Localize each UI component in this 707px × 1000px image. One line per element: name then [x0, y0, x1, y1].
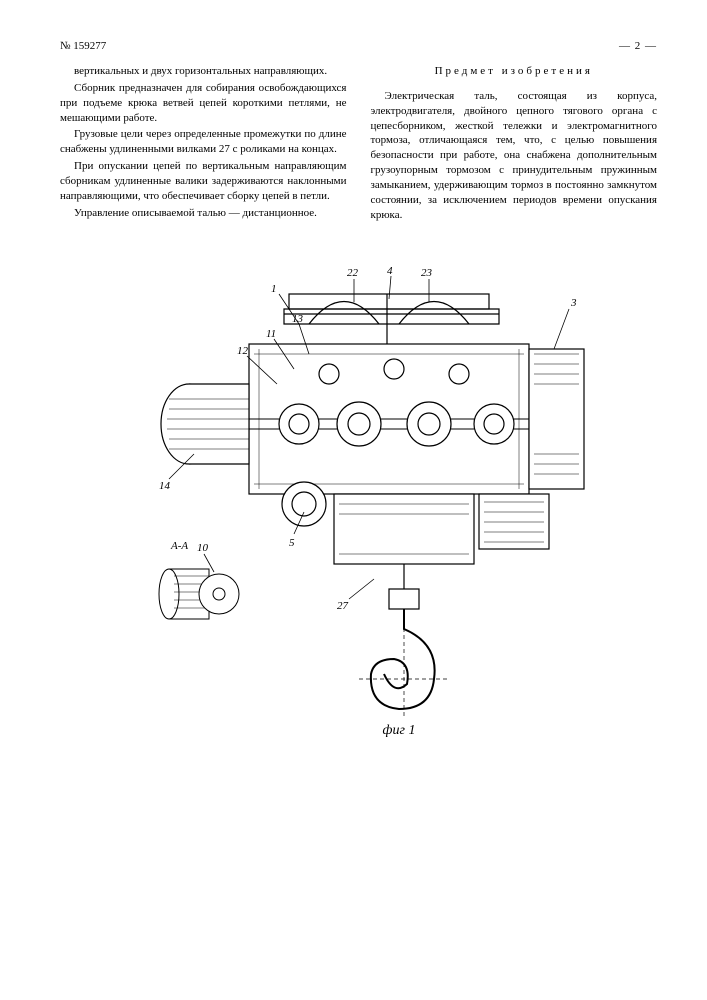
document-number: № 159277	[60, 40, 106, 52]
right-column: Предмет изобретения Электрическая таль, …	[371, 64, 658, 224]
figure-svg: 1 22 4 23 3 13 11	[99, 254, 619, 754]
callout-13: 13	[292, 313, 304, 325]
left-p5: Управление описываемой талью — дистанцио…	[60, 206, 347, 221]
callout-11: 11	[266, 328, 276, 340]
callout-14: 14	[159, 480, 171, 492]
figure-label: фиг 1	[382, 723, 415, 738]
callout-5: 5	[289, 537, 295, 549]
left-p2: Сборник предназначен для собирания освоб…	[60, 81, 347, 126]
page-header: № 159277 — 2 —	[60, 40, 657, 52]
figure-area: 1 22 4 23 3 13 11	[60, 254, 657, 754]
page-number: — 2 —	[619, 40, 657, 52]
text-columns: вертикальных и двух горизонтальных напра…	[60, 64, 657, 224]
callout-22: 22	[347, 267, 359, 279]
section-label: А-А	[170, 540, 188, 552]
callout-1: 1	[271, 283, 277, 295]
right-p1: Электрическая таль, состоящая из корпуса…	[371, 89, 658, 223]
callout-3: 3	[570, 297, 577, 309]
patent-page: № 159277 — 2 — вертикальных и двух гориз…	[0, 0, 707, 1000]
left-p3: Грузовые цели через определенные промежу…	[60, 127, 347, 157]
left-p1: вертикальных и двух горизонтальных напра…	[60, 64, 347, 79]
callout-23: 23	[421, 267, 433, 279]
left-p4: При опускании цепей по вертикальным напр…	[60, 159, 347, 204]
callout-4: 4	[387, 265, 393, 277]
callout-27: 27	[337, 600, 349, 612]
left-column: вертикальных и двух горизонтальных напра…	[60, 64, 347, 224]
callout-10: 10	[197, 542, 209, 554]
callout-12: 12	[237, 345, 249, 357]
subject-heading: Предмет изобретения	[371, 64, 658, 79]
